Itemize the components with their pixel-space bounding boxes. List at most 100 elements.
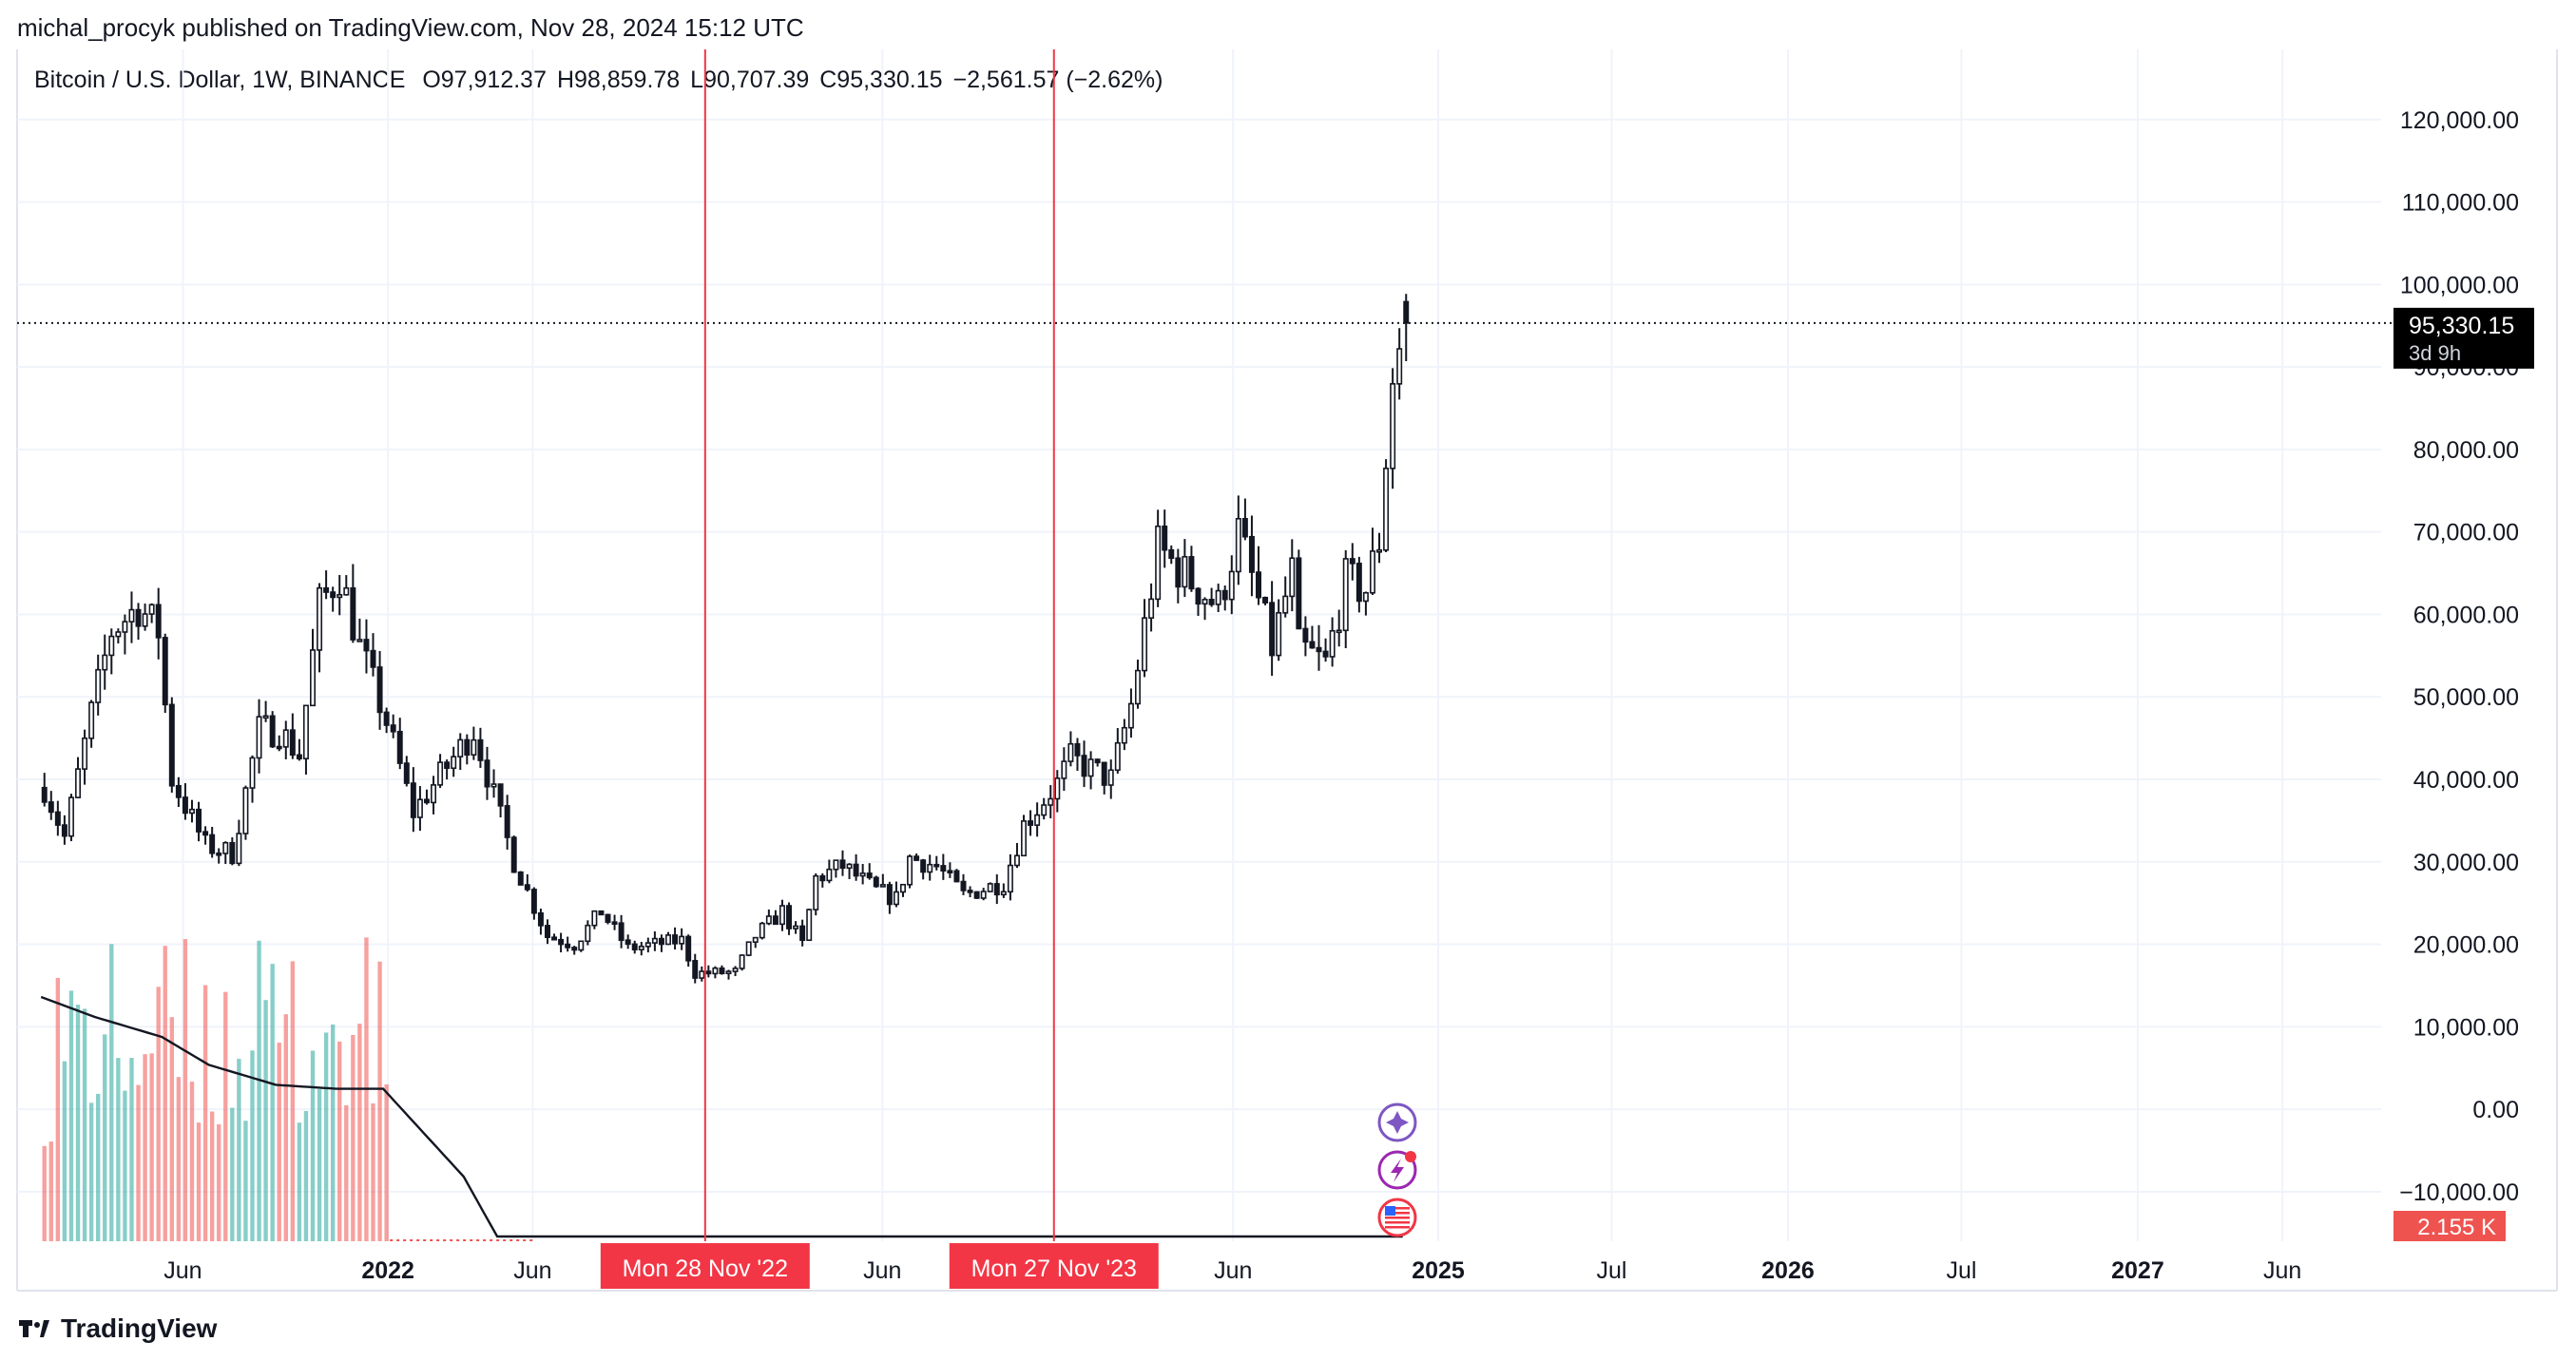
us-flag-stripe	[1385, 1226, 1410, 1229]
candle-body	[1134, 669, 1141, 705]
marker-date-badge	[949, 1243, 1159, 1289]
candle-body	[987, 883, 993, 892]
candle-body	[202, 831, 209, 836]
candle-body	[1228, 570, 1235, 601]
x-tick-label: Jun	[1214, 1257, 1252, 1284]
candle-body	[665, 934, 671, 946]
candle-body	[1034, 814, 1041, 826]
volume-bar	[371, 1102, 375, 1241]
volume-bar	[337, 1041, 342, 1241]
candle-body	[142, 613, 148, 627]
candle-body	[745, 941, 752, 956]
candle-body	[913, 855, 920, 861]
candle-body	[692, 960, 699, 979]
y-tick-label: 10,000.00	[2413, 1014, 2519, 1041]
candle-body	[920, 859, 927, 873]
volume-bar	[237, 1059, 241, 1241]
candle-body	[67, 796, 74, 837]
candle-body	[317, 586, 323, 651]
volume-bar	[42, 1145, 47, 1241]
candle-body	[960, 880, 967, 891]
candle-body	[853, 863, 859, 877]
candle-body	[598, 910, 605, 916]
volume-bar	[250, 1050, 255, 1241]
x-tick-label: Jun	[2263, 1257, 2301, 1284]
candle-body	[276, 745, 282, 750]
candle-body	[759, 922, 765, 939]
candle-body	[1067, 742, 1074, 762]
candle-body	[578, 940, 585, 951]
y-tick-label: 80,000.00	[2413, 437, 2519, 464]
volume-bar	[48, 1141, 53, 1241]
volume-bar	[323, 1032, 329, 1241]
candle-body	[886, 884, 893, 906]
y-tick-label: 60,000.00	[2413, 602, 2519, 628]
candle-body	[1101, 761, 1107, 786]
volume-bar	[283, 1014, 288, 1241]
candle-body	[410, 782, 416, 818]
x-tick-label: 2022	[361, 1257, 414, 1284]
candle-body	[933, 863, 940, 868]
y-tick-label: 30,000.00	[2413, 850, 2519, 876]
volume-bar	[116, 1058, 121, 1241]
candle-body	[61, 824, 67, 837]
candle-body	[973, 891, 980, 899]
price-badge-value: 95,330.15	[2409, 313, 2514, 339]
candle-body	[1155, 525, 1162, 601]
candle-body	[343, 586, 350, 596]
candle-body	[1041, 804, 1048, 816]
candle-body	[1013, 854, 1020, 867]
candle-body	[719, 967, 725, 975]
price-badge	[2393, 307, 2534, 369]
candle-body	[605, 913, 611, 923]
candle-body	[41, 786, 48, 803]
candle-body	[927, 863, 933, 873]
candle-body	[1021, 820, 1028, 857]
candle-body	[1309, 641, 1316, 649]
candle-body	[1074, 742, 1081, 757]
candle-body	[175, 784, 182, 798]
y-tick-label: 20,000.00	[2413, 932, 2519, 959]
tradingview-logo[interactable]: TradingView	[19, 1313, 217, 1344]
volume-bar	[156, 987, 161, 1241]
candle-body	[779, 905, 785, 926]
candle-body	[350, 586, 356, 641]
candle-body	[1215, 589, 1221, 605]
candle-body	[1289, 557, 1296, 598]
candle-body	[451, 756, 457, 770]
candle-body	[168, 703, 175, 787]
candle-body	[490, 783, 497, 788]
candle-body	[725, 970, 732, 975]
candle-body	[302, 704, 309, 760]
candle-body	[471, 738, 477, 757]
volume-bar	[176, 1077, 182, 1241]
volume-bar	[202, 985, 208, 1241]
candle-body	[900, 883, 906, 893]
candle-body	[510, 836, 517, 873]
candle-body	[565, 943, 571, 949]
price-badge-countdown: 3d 9h	[2409, 341, 2461, 365]
candle-body	[530, 889, 537, 914]
volume-bar	[209, 1111, 215, 1241]
candle-body	[416, 798, 423, 818]
candle-body	[1048, 797, 1054, 806]
candle-body	[1061, 760, 1067, 779]
y-tick-label: 0.00	[2472, 1097, 2519, 1123]
candle-body	[793, 925, 799, 930]
candle-body	[1383, 468, 1390, 551]
candle-body	[947, 870, 953, 874]
candle-body	[229, 841, 236, 865]
candle-body	[122, 621, 128, 633]
candle-body	[1302, 627, 1309, 643]
candle-body	[1342, 558, 1349, 632]
volume-bar	[163, 946, 167, 1241]
y-tick-label: 70,000.00	[2413, 520, 2519, 546]
volume-bar	[55, 977, 61, 1241]
y-tick-label: 100,000.00	[2400, 272, 2519, 298]
candle-body	[457, 738, 464, 757]
volume-bar	[88, 1102, 94, 1241]
candle-body	[1369, 550, 1375, 594]
candle-body	[383, 711, 390, 726]
y-tick-label: −10,000.00	[2399, 1179, 2519, 1206]
